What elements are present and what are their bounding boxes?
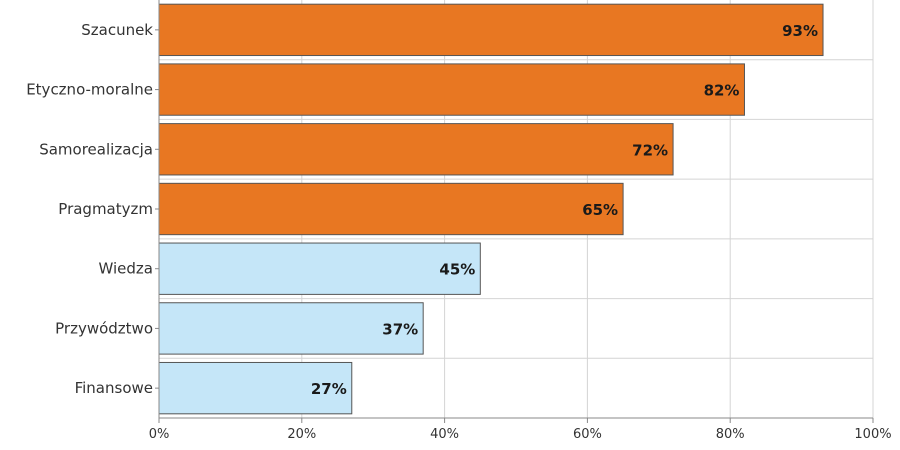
bar-wiedza — [158, 242, 481, 295]
category-label: Etyczno-moralne — [26, 81, 153, 99]
data-label: 37% — [382, 320, 418, 338]
data-label: 27% — [311, 380, 347, 398]
x-tick-label: 20% — [287, 427, 316, 442]
bar-etyczno-moralne — [158, 63, 745, 116]
category-label: Pragmatyzm — [58, 200, 153, 218]
x-tick-label: 40% — [430, 427, 459, 442]
data-label: 72% — [632, 141, 668, 159]
bar-szacunek — [158, 3, 824, 57]
x-tick-label: 80% — [716, 427, 745, 442]
x-tick-label: 100% — [854, 427, 891, 442]
label-layer: Szacunek 93% Etyczno-moralne 82% Samorealiza… — [26, 21, 818, 398]
data-label: 82% — [704, 82, 740, 100]
data-label: 93% — [782, 22, 818, 40]
category-label: Wiedza — [99, 260, 154, 278]
x-tick-label: 0% — [149, 427, 170, 442]
bar-samorealizacja — [158, 123, 674, 176]
axis-layer: 0% 20% 40% 60% 80% 100% — [149, 0, 892, 442]
category-label: Samorealizacja — [39, 140, 153, 158]
category-label: Przywództwo — [55, 319, 153, 337]
bar-przywództwo — [158, 302, 424, 355]
category-label: Finansowe — [75, 379, 153, 397]
bar-layer — [158, 3, 824, 415]
data-label: 65% — [582, 201, 618, 219]
category-label: Szacunek — [81, 21, 153, 39]
data-label: 45% — [439, 261, 475, 279]
x-tick-label: 60% — [573, 427, 602, 442]
bar-finansowe — [158, 361, 353, 415]
bar-pragmatyzm — [158, 182, 624, 236]
